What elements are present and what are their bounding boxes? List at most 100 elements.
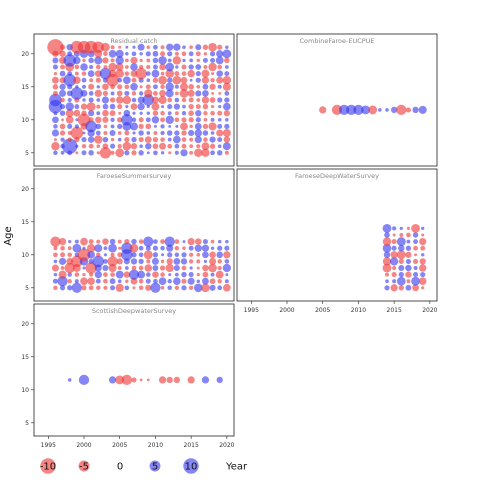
legend-label: 5 [152,462,158,473]
bubble [96,85,101,89]
bubble [194,148,203,158]
legend-bubble [78,460,90,472]
bubble [216,50,224,58]
bubble [396,250,406,260]
bubble [110,143,116,149]
bubble [194,122,202,130]
bubble [85,120,97,133]
bubble [145,245,151,251]
bubble [57,276,68,287]
bubble [115,148,125,158]
bubble [165,62,175,72]
bubble [194,136,202,144]
bubble [124,285,130,291]
bubble [130,63,138,71]
bubble [160,51,166,57]
bubble [405,284,412,291]
bubble [209,97,216,103]
panel-frame [33,303,235,437]
bubble [67,272,72,277]
bubble [130,258,138,265]
bubble [188,97,194,103]
bubble [146,131,151,135]
bubble [131,136,137,143]
bubble [102,57,109,64]
bubble [167,97,173,103]
bubble [174,272,179,277]
bubble [195,117,201,123]
bubble [117,84,123,90]
bubble [195,238,202,245]
bubble [124,65,129,69]
bubble [60,245,65,251]
bubble [167,77,173,83]
bubble [173,376,180,384]
bubble [217,97,223,103]
bubble [195,110,202,117]
bubble [208,42,217,52]
bubble [86,102,96,112]
bubble [165,82,174,92]
bubble [53,71,58,76]
bubble [174,91,179,96]
bubble [210,272,215,277]
bubble [174,150,179,155]
bubble [94,244,103,253]
bubble [188,110,194,117]
bubble [399,233,404,237]
bubble [165,89,174,98]
bubble [218,105,222,109]
bubble [89,64,94,70]
bubble [421,233,425,237]
bubble [130,143,138,150]
bubble [50,236,61,247]
legend-entry: -5 [78,460,90,473]
bubble [87,70,95,77]
bubble [195,71,201,77]
bubble [203,259,208,264]
bubble [217,259,222,264]
bubble [80,63,88,71]
bubble [109,97,116,103]
bubble [180,122,188,131]
bubble [145,142,152,150]
bubble [222,283,231,292]
bubble [117,239,122,244]
bubble [146,151,150,155]
bubble [75,118,79,122]
bubble [77,248,91,262]
bubble [208,122,217,131]
bubble [182,240,186,244]
bubble [174,239,180,244]
bubble [88,143,94,149]
bubble [159,63,166,71]
bubble [174,111,179,116]
panel-scottishdeepwatersurvey: ScottishDeepwaterSurvey 5 10 15 20 1995 2000 20… [21,303,235,449]
bubble [160,110,165,116]
bubble [188,272,194,278]
bubble [160,124,165,129]
bubble [419,237,427,246]
bubble [124,266,129,270]
bubble [159,89,167,97]
bubble [203,111,208,116]
bubble [209,278,216,285]
bubble [224,97,230,103]
bubble [223,102,231,111]
bubble [53,285,58,291]
bubble [92,41,105,53]
bubble [412,284,419,292]
bubble [109,110,116,117]
bubble [222,142,231,151]
bubble [51,142,60,151]
bubble [165,115,174,125]
bubble [216,251,223,259]
bubble [110,285,116,291]
bubble [224,91,230,96]
bubble [174,143,180,149]
bubble [67,378,72,382]
bubble [195,64,202,70]
bubble [59,123,66,130]
bubble [115,63,124,71]
bubble [405,251,412,258]
